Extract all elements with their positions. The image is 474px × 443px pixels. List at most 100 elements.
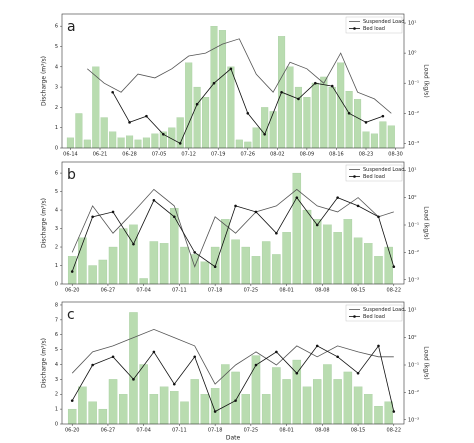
y-tick-label: 4 — [55, 362, 58, 368]
series-marker — [213, 265, 217, 268]
bar — [139, 364, 148, 425]
bar — [67, 408, 77, 425]
y2-tick-label: 10⁻² — [408, 250, 419, 256]
bar — [100, 117, 108, 149]
y-tick-label: 3 — [55, 226, 58, 232]
series-marker — [315, 223, 319, 227]
y-tick-label: 7 — [55, 317, 58, 323]
y2-tick-label: 10⁻¹ — [408, 81, 419, 87]
x-tick-label: 06-27 — [101, 288, 116, 294]
legend-label: Bed load — [363, 314, 385, 320]
bar — [370, 133, 378, 149]
bar — [88, 265, 97, 285]
series-marker — [132, 378, 135, 381]
series-marker — [364, 121, 368, 124]
series-marker — [275, 231, 278, 235]
y-tick-label: 1 — [55, 125, 58, 131]
bar — [337, 62, 345, 149]
y-tick-label: 6 — [55, 171, 58, 177]
y-tick-label: 3 — [55, 377, 58, 383]
y2-tick-label: 10¹ — [408, 308, 416, 314]
bar — [98, 408, 108, 425]
series-marker — [213, 410, 217, 413]
bar — [190, 379, 199, 425]
y-tick-label: 1 — [55, 263, 58, 269]
series-marker — [152, 350, 156, 354]
bar — [244, 141, 252, 149]
bar — [379, 121, 387, 149]
bar — [252, 127, 260, 149]
bar — [387, 125, 395, 149]
series-line — [71, 188, 394, 268]
bar — [202, 97, 210, 149]
x-tick-label: 08-30 — [388, 152, 403, 158]
panel-letter: c — [67, 307, 75, 323]
legend-label: Suspended Load — [363, 307, 404, 313]
series-marker — [392, 265, 396, 268]
x-tick-label: 08-15 — [351, 288, 366, 294]
bar — [333, 379, 342, 425]
x-tick-label: 07-11 — [172, 288, 187, 294]
series-marker — [162, 132, 165, 136]
y2-tick-label: 10¹ — [408, 168, 416, 174]
x-tick-label: 07-12 — [181, 152, 196, 158]
y-tick-label: 2 — [55, 392, 58, 398]
bar — [83, 139, 91, 149]
series-marker — [111, 355, 115, 359]
bar — [312, 379, 322, 425]
bar — [193, 86, 201, 149]
x-tick-label: 08-23 — [359, 152, 374, 158]
x-tick-label: 08-01 — [279, 288, 294, 294]
series-marker — [336, 196, 339, 199]
bar — [92, 66, 100, 149]
y2-axis-label: Load (kg/s) — [423, 346, 430, 379]
x-axis-label: Date — [226, 435, 241, 442]
bar — [67, 256, 77, 285]
series-marker — [297, 97, 300, 101]
series-marker — [295, 196, 299, 199]
bar — [108, 379, 118, 425]
y2-tick-label: 10⁰ — [408, 335, 416, 341]
bar — [200, 394, 210, 425]
series-marker — [91, 215, 94, 219]
x-tick-label: 08-22 — [387, 288, 402, 294]
x-tick-label: 07-18 — [208, 288, 223, 294]
bar — [323, 364, 332, 425]
bar — [231, 239, 240, 285]
y-tick-label: 5 — [55, 44, 58, 50]
bar — [241, 246, 250, 285]
bar — [272, 367, 281, 425]
x-tick-label: 06-14 — [63, 152, 78, 158]
y2-tick-label: 10⁻² — [408, 390, 419, 396]
x-tick-label: 07-25 — [244, 288, 259, 294]
x-tick-label: 07-19 — [211, 152, 226, 158]
series-marker — [229, 67, 233, 71]
bar — [185, 62, 193, 149]
series-marker — [70, 399, 74, 402]
bar — [200, 261, 210, 285]
bar — [129, 224, 138, 285]
y-axis-label: Discharge (m³/s) — [41, 198, 48, 248]
bar — [320, 76, 328, 149]
bar — [302, 386, 312, 425]
series-marker — [195, 102, 199, 106]
legend-label: Suspended Load — [363, 19, 404, 25]
x-tick-label: 07-05 — [152, 152, 167, 158]
legend-label: Bed load — [363, 174, 385, 180]
series-marker — [356, 204, 360, 208]
bar — [66, 137, 74, 149]
bar — [117, 137, 125, 149]
bar — [384, 246, 393, 285]
bar — [139, 278, 148, 285]
series-marker — [172, 382, 176, 386]
x-tick-label: 07-04 — [136, 428, 151, 434]
legend-marker — [353, 175, 356, 178]
bar — [374, 405, 383, 425]
series-marker — [295, 371, 299, 375]
bar — [364, 243, 373, 285]
y2-axis-label: Load (kg/s) — [423, 64, 430, 97]
x-tick-label: 08-08 — [315, 288, 330, 294]
x-tick-label: 07-25 — [244, 428, 259, 434]
bar — [345, 91, 353, 149]
series-marker — [128, 121, 131, 124]
